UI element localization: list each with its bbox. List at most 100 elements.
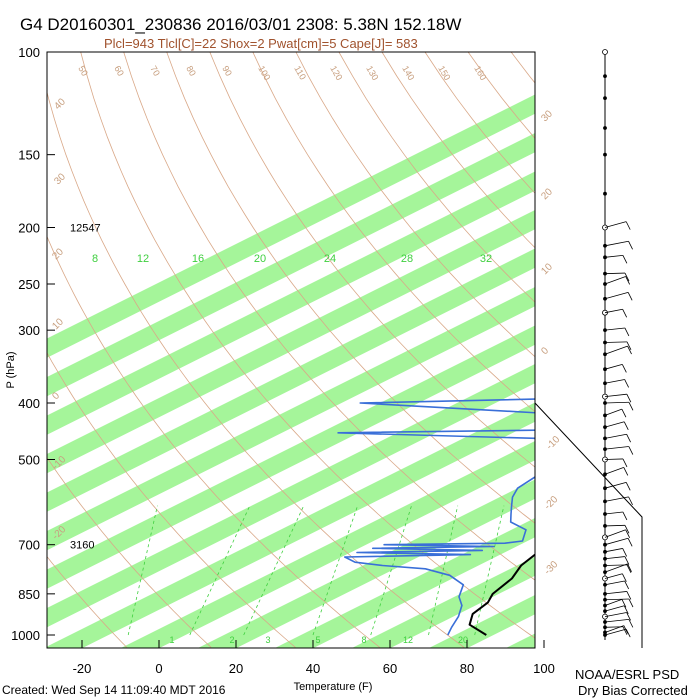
mixing-ratio-bottom-label: 3 bbox=[265, 635, 270, 645]
y-axis-label: P (hPa) bbox=[5, 351, 17, 388]
wind-barb-shaft bbox=[604, 598, 623, 606]
isotherm-band bbox=[556, 0, 700, 700]
wind-barb-flag bbox=[628, 598, 634, 608]
isotherm-band bbox=[506, 633, 535, 648]
mixing-ratio-line bbox=[428, 505, 459, 636]
dry-adiabat-label: 50 bbox=[76, 64, 90, 78]
wind-barb-flag bbox=[621, 364, 627, 373]
wind-barb-shaft bbox=[604, 433, 627, 439]
wind-barb-flag bbox=[625, 482, 631, 491]
wind-barb-flag bbox=[624, 556, 630, 565]
wind-barb-flag bbox=[628, 619, 634, 628]
wind-barb-flag bbox=[626, 591, 632, 600]
x-tick-label: 100 bbox=[533, 661, 555, 676]
x-tick-label: -20 bbox=[73, 661, 92, 676]
wind-barb-flag bbox=[622, 548, 628, 557]
wind-barb-flag bbox=[625, 221, 631, 230]
wind-barbs bbox=[602, 49, 634, 638]
y-tick-label: 200 bbox=[18, 221, 40, 236]
wind-barb-shaft bbox=[604, 458, 624, 460]
isotherm-band bbox=[121, 441, 535, 648]
wind-barb-shaft bbox=[604, 393, 627, 397]
mixing-ratio-label: 24 bbox=[324, 253, 336, 265]
mixing-ratio-line bbox=[312, 505, 359, 636]
mixing-ratio-line bbox=[370, 505, 412, 636]
wind-barb-flag bbox=[624, 327, 630, 337]
x-tick-label: 40 bbox=[306, 661, 320, 676]
dry-adiabat-label: 90 bbox=[220, 64, 234, 78]
mixing-ratio-bottom-label: 12 bbox=[403, 635, 413, 645]
dry-adiabat-line bbox=[47, 90, 465, 648]
wind-barb-shaft bbox=[604, 379, 625, 384]
wind-barb-shaft bbox=[604, 291, 629, 300]
sounding-series bbox=[337, 398, 535, 636]
isotherm-band bbox=[633, 0, 700, 700]
wind-barb-shaft bbox=[604, 446, 629, 450]
dry-adiabat-line bbox=[640, 52, 700, 647]
mixing-ratio-bottom-label: 1 bbox=[169, 635, 174, 645]
x-axis-label: Temperature (F) bbox=[294, 681, 373, 693]
credit-note: Dry Bias Corrected bbox=[578, 683, 688, 698]
wind-barb-flag bbox=[628, 496, 633, 506]
wind-barb-flag bbox=[623, 421, 629, 430]
wind-barb-shaft bbox=[604, 341, 628, 343]
y-tick-label: 500 bbox=[18, 452, 40, 467]
wind-barb-flag bbox=[621, 573, 627, 582]
height-label: 12547 bbox=[70, 223, 101, 235]
mixing-ratio-label: 20 bbox=[254, 253, 266, 265]
wind-barb-shaft bbox=[604, 618, 629, 623]
wind-barb-shaft bbox=[604, 563, 628, 573]
wind-barb-flag bbox=[624, 272, 630, 282]
wind-barb-flag bbox=[628, 241, 633, 250]
wind-barb-flag bbox=[622, 458, 628, 468]
wind-barb-shaft bbox=[604, 564, 628, 566]
wind-barb-shaft bbox=[604, 364, 623, 370]
wind-barb-flag bbox=[626, 564, 632, 574]
wind-barb-flag bbox=[625, 529, 631, 538]
wind-barb-shaft bbox=[604, 272, 626, 275]
wind-barb-flag bbox=[626, 434, 631, 443]
isotherm-label: 30 bbox=[539, 108, 555, 124]
wind-barb-flag bbox=[627, 292, 633, 301]
isotherm-label: -20 bbox=[542, 494, 560, 512]
wind-barb-shaft bbox=[604, 605, 625, 612]
wind-barb-shaft bbox=[604, 537, 629, 546]
wind-barb-shaft bbox=[604, 240, 629, 247]
isotherm-band bbox=[429, 595, 535, 648]
wind-barb-shaft bbox=[604, 573, 623, 579]
x-tick-label: 80 bbox=[460, 661, 474, 676]
wind-barb-flag bbox=[628, 402, 634, 411]
dry-adiabat-line bbox=[47, 555, 127, 648]
wind-barb-shaft bbox=[604, 524, 626, 527]
credit-org: NOAA/ESRL PSD bbox=[575, 667, 679, 682]
isotherm-label: 10 bbox=[539, 261, 555, 277]
y-tick-label: 1000 bbox=[11, 628, 40, 643]
wind-barb-shaft bbox=[604, 591, 627, 595]
y-tick-label: 850 bbox=[18, 587, 40, 602]
isotherm-band bbox=[352, 556, 535, 648]
mixing-ratio-lines bbox=[127, 505, 505, 636]
wind-barb-shaft bbox=[604, 529, 626, 538]
isotherm-label: -10 bbox=[544, 434, 562, 452]
dry-adiabats bbox=[47, 52, 700, 648]
wind-barb-shaft bbox=[604, 308, 623, 314]
dry-adiabat-line bbox=[123, 52, 535, 581]
dry-adiabat-line bbox=[47, 352, 296, 648]
wind-barb-flag bbox=[621, 409, 627, 418]
isotherm-label: 0 bbox=[539, 345, 551, 357]
wind-barb-shaft bbox=[604, 421, 625, 428]
wind-barb-flag bbox=[626, 341, 632, 351]
x-tick-label: 0 bbox=[155, 661, 162, 676]
wind-level-marker bbox=[603, 96, 607, 101]
dry-adiabat-label: 60 bbox=[112, 64, 126, 78]
mixing-ratio-bottom-label: 8 bbox=[361, 635, 366, 645]
plot-frame bbox=[46, 51, 536, 649]
wind-level-marker bbox=[603, 126, 607, 130]
